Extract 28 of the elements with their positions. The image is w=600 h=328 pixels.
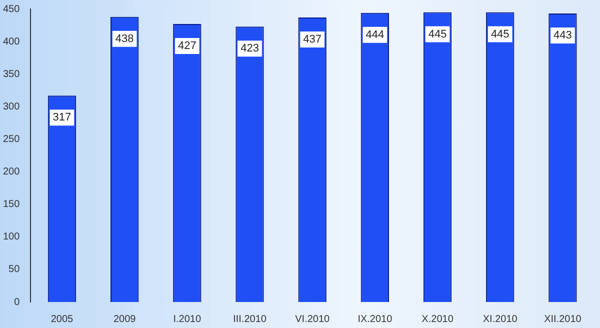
data-label: 438 <box>115 32 134 45</box>
x-tick-label: VI.2010 <box>295 314 330 325</box>
y-tick-label: 200 <box>2 166 20 178</box>
x-tick-label: X.2010 <box>422 314 454 325</box>
data-label: 445 <box>490 28 510 40</box>
x-tick-label: III.2010 <box>233 314 267 325</box>
x-tick-label: 2005 <box>50 314 74 325</box>
data-label: 427 <box>178 40 196 52</box>
x-tick-label: XII.2010 <box>544 314 582 325</box>
y-tick-label: 400 <box>2 36 20 48</box>
y-tick-label: 450 <box>2 4 20 15</box>
y-tick-label: 150 <box>2 199 20 210</box>
y-tick-label: 350 <box>2 68 20 80</box>
data-label: 444 <box>366 28 384 41</box>
x-tick-label: XI.2010 <box>482 314 518 325</box>
y-tick-label: 300 <box>2 101 20 112</box>
data-label: 443 <box>554 30 572 42</box>
data-label: 317 <box>52 112 72 124</box>
y-tick-label: 100 <box>2 232 20 243</box>
y-tick-label: 250 <box>2 134 20 145</box>
data-label: 423 <box>240 42 259 55</box>
y-tick-label: 0 <box>14 296 20 308</box>
x-tick-label: 2009 <box>113 314 136 325</box>
data-label: 445 <box>428 28 447 40</box>
y-tick-label: 50 <box>8 264 20 276</box>
data-label: 437 <box>303 33 322 46</box>
x-tick-label: I.2010 <box>173 314 202 325</box>
x-tick-label: IX.2010 <box>358 314 393 325</box>
